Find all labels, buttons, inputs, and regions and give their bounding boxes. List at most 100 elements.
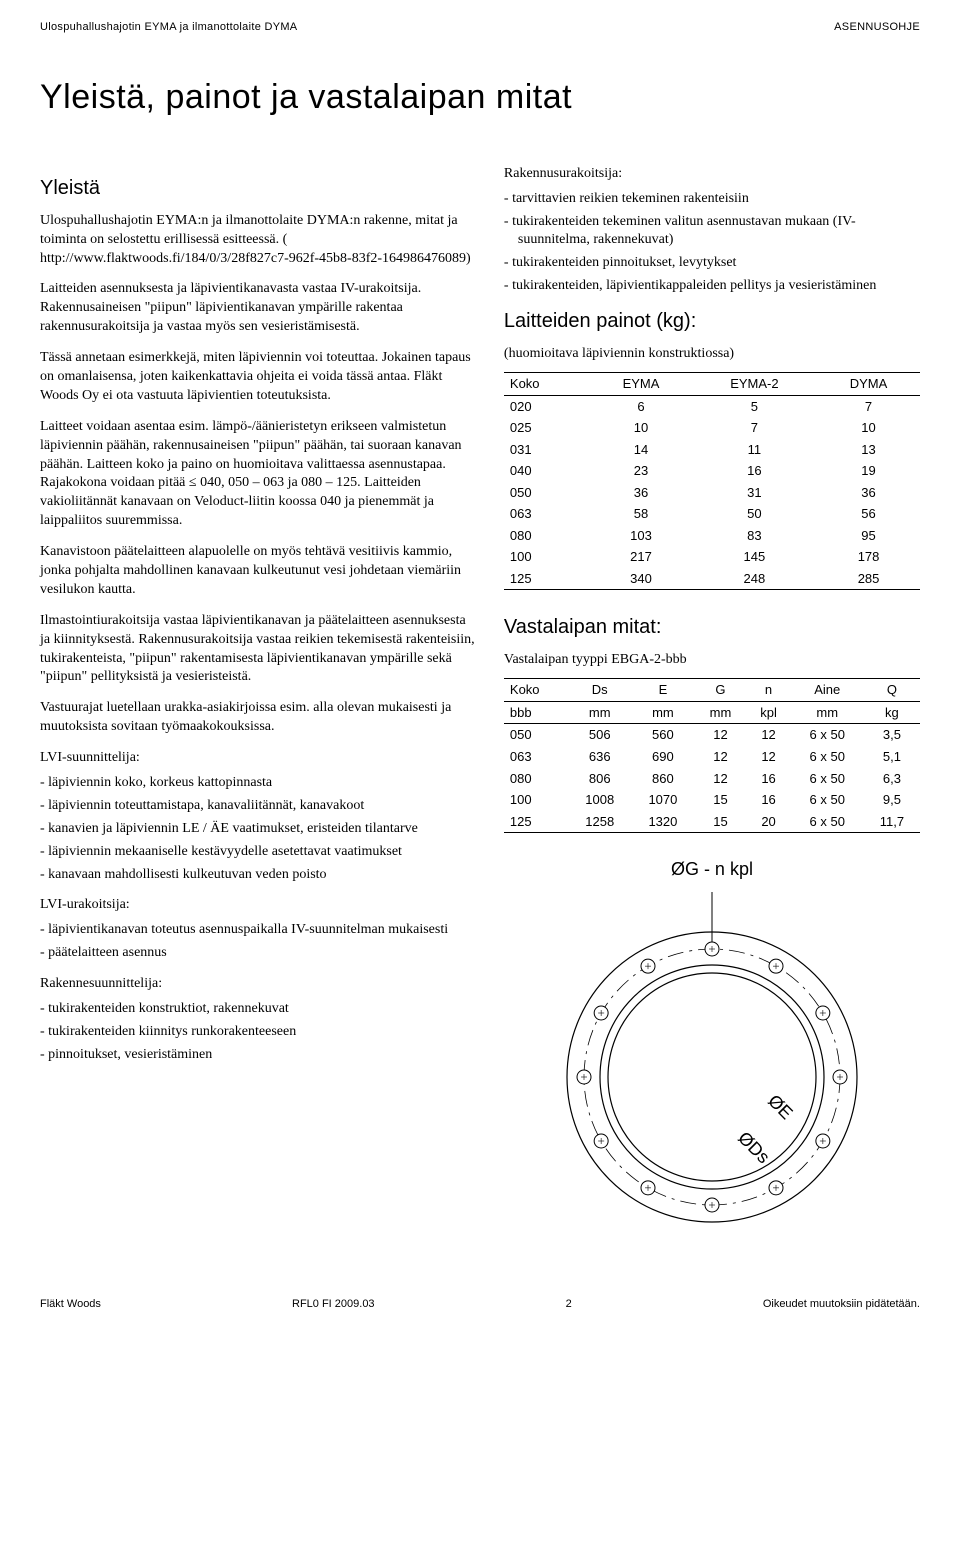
table-cell: 285: [817, 568, 920, 590]
table-cell: 7: [692, 417, 817, 439]
table-cell: 063: [504, 503, 590, 525]
lvi-contractor-label: LVI-urakoitsija:: [40, 896, 476, 915]
table-cell: 56: [817, 503, 920, 525]
table-cell: 050: [504, 482, 590, 504]
th: EYMA: [590, 372, 691, 395]
footer-page-number: 2: [566, 1297, 572, 1312]
table-cell: 16: [746, 789, 790, 811]
table-row: 050363136: [504, 482, 920, 504]
table-cell: 11: [692, 439, 817, 461]
th: mm: [631, 701, 694, 724]
table-row: 125340248285: [504, 568, 920, 590]
section-yleista-heading: Yleistä: [40, 175, 476, 202]
page-title: Yleistä, painot ja vastalaipan mitat: [40, 75, 920, 121]
table-cell: 1258: [568, 811, 631, 833]
table-cell: 6: [590, 395, 691, 417]
table-cell: 95: [817, 525, 920, 547]
table-cell: 15: [694, 789, 746, 811]
table-cell: 100: [504, 789, 568, 811]
table-cell: 031: [504, 439, 590, 461]
column-right: Rakennusurakoitsija: tarvittavien reikie…: [504, 165, 920, 1238]
weights-heading: Laitteiden painot (kg):: [504, 308, 920, 335]
table-cell: 14: [590, 439, 691, 461]
page-footer: Fläkt Woods RFL0 FI 2009.03 2 Oikeudet m…: [40, 1297, 920, 1312]
table-cell: 100: [504, 546, 590, 568]
footer-rights: Oikeudet muutoksiin pidätetään.: [763, 1297, 920, 1312]
table-cell: 040: [504, 460, 590, 482]
th: Koko: [504, 372, 590, 395]
header-left: Ulospuhallushajotin EYMA ja ilmanottolai…: [40, 20, 297, 35]
th: mm: [791, 701, 864, 724]
table-cell: 23: [590, 460, 691, 482]
table-cell: 063: [504, 746, 568, 768]
weights-note: (huomioitava läpiviennin konstruktiossa): [504, 345, 920, 364]
header-right: ASENNUSOHJE: [834, 20, 920, 35]
table-cell: 145: [692, 546, 817, 568]
th: mm: [568, 701, 631, 724]
list-item: päätelaitteen asennus: [40, 944, 476, 963]
table-cell: 9,5: [864, 789, 920, 811]
table-cell: 7: [817, 395, 920, 417]
table-cell: 36: [817, 482, 920, 504]
th: kpl: [746, 701, 790, 724]
table-cell: 58: [590, 503, 691, 525]
table-row: 1251258132015206 x 5011,7: [504, 811, 920, 833]
table-cell: 6 x 50: [791, 811, 864, 833]
table-cell: 560: [631, 724, 694, 746]
table-row: 1001008107015166 x 509,5: [504, 789, 920, 811]
table-cell: 11,7: [864, 811, 920, 833]
table-cell: 217: [590, 546, 691, 568]
para-install-methods: Laitteet voidaan asentaa esim. lämpö-/ää…: [40, 418, 476, 531]
th: kg: [864, 701, 920, 724]
table-cell: 10: [817, 417, 920, 439]
struct-designer-list: tukirakenteiden konstruktiot, rakennekuv…: [40, 1000, 476, 1065]
table-cell: 6 x 50: [791, 724, 864, 746]
table-cell: 178: [817, 546, 920, 568]
th: EYMA-2: [692, 372, 817, 395]
list-item: tukirakenteiden konstruktiot, rakennekuv…: [40, 1000, 476, 1019]
flange-diagram: ØEØDs: [522, 887, 902, 1237]
flange-type: Vastalaipan tyyppi EBGA-2-bbb: [504, 651, 920, 670]
table-cell: 16: [746, 768, 790, 790]
list-item: tarvittavien reikien tekeminen rakenteis…: [504, 190, 920, 209]
table-cell: 025: [504, 417, 590, 439]
table-cell: 15: [694, 811, 746, 833]
th: bbb: [504, 701, 568, 724]
table-cell: 860: [631, 768, 694, 790]
column-left: Yleistä Ulospuhallushajotin EYMA:n ja il…: [40, 165, 476, 1238]
para-contractor-split: Ilmastointiurakoitsija vastaa läpivienti…: [40, 612, 476, 688]
table-cell: 31: [692, 482, 817, 504]
table-row: 100217145178: [504, 546, 920, 568]
table-cell: 13: [817, 439, 920, 461]
table-cell: 83: [692, 525, 817, 547]
table-cell: 50: [692, 503, 817, 525]
table-cell: 3,5: [864, 724, 920, 746]
table-cell: 125: [504, 811, 568, 833]
table-row: 0801038395: [504, 525, 920, 547]
table-cell: 636: [568, 746, 631, 768]
table-row: 063585056: [504, 503, 920, 525]
struct-designer-label: Rakennesuunnittelija:: [40, 975, 476, 994]
table-cell: 806: [568, 768, 631, 790]
table-cell: 080: [504, 525, 590, 547]
th: mm: [694, 701, 746, 724]
table-cell: 1008: [568, 789, 631, 811]
table-cell: 12: [746, 746, 790, 768]
table-cell: 248: [692, 568, 817, 590]
table-cell: 6,3: [864, 768, 920, 790]
flange-heading: Vastalaipan mitat:: [504, 614, 920, 641]
table-cell: 690: [631, 746, 694, 768]
list-item: tukirakenteiden tekeminen valitun asennu…: [504, 213, 920, 251]
para-responsibility: Laitteiden asennuksesta ja läpivientikan…: [40, 280, 476, 337]
table-row: 031141113: [504, 439, 920, 461]
table-cell: 5,1: [864, 746, 920, 768]
flange-table: Koko Ds E G n Aine Q bbb mm mm mm kpl: [504, 678, 920, 833]
list-item: läpivientikanavan toteutus asennuspaikal…: [40, 921, 476, 940]
table-cell: 506: [568, 724, 631, 746]
th: Q: [864, 679, 920, 702]
list-item: pinnoitukset, vesieristäminen: [40, 1046, 476, 1065]
table-cell: 12: [694, 724, 746, 746]
th: Koko: [504, 679, 568, 702]
list-item: kanavaan mahdollisesti kulkeutuvan veden…: [40, 866, 476, 885]
building-contractor-label: Rakennusurakoitsija:: [504, 165, 920, 184]
